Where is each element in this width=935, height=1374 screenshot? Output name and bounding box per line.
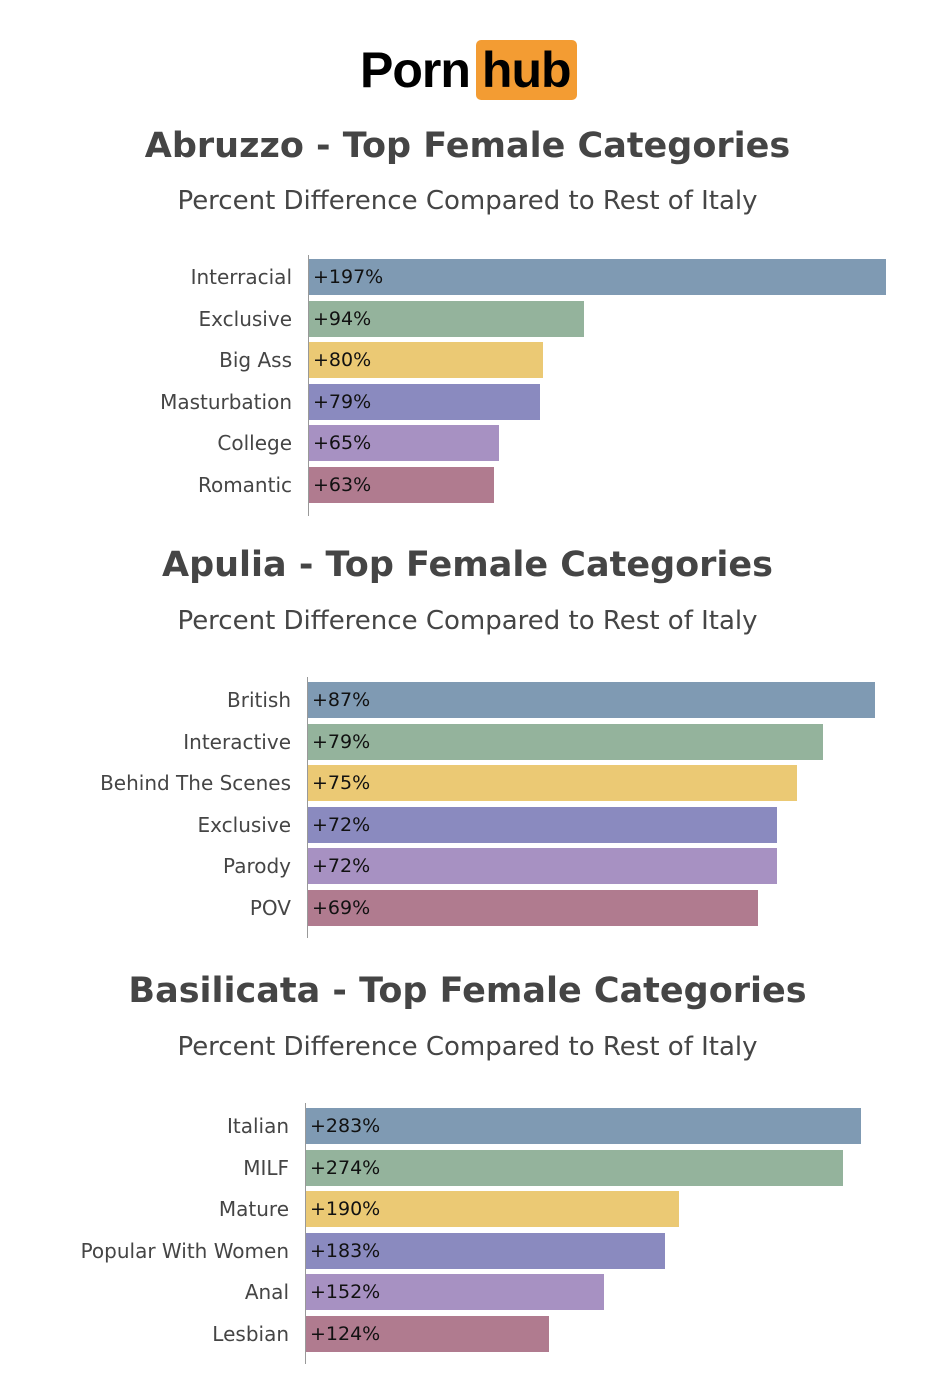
category-label: Popular With Women bbox=[80, 1238, 289, 1263]
bar bbox=[308, 682, 875, 718]
chart-subtitle: Percent Difference Compared to Rest of I… bbox=[177, 606, 758, 636]
data-label: +80% bbox=[313, 349, 372, 371]
bar bbox=[308, 806, 778, 843]
data-label: +152% bbox=[310, 1281, 381, 1303]
category-label: Big Ass bbox=[219, 348, 292, 372]
bar bbox=[308, 889, 758, 926]
logo-text-porn: Porn bbox=[360, 42, 471, 98]
chart-title: Abruzzo - Top Female Categories bbox=[144, 126, 791, 166]
bar bbox=[309, 300, 585, 337]
pornhub-logo: Porn hub bbox=[360, 40, 577, 100]
data-label: +69% bbox=[312, 896, 371, 919]
logo-text-hub: hub bbox=[475, 40, 577, 100]
category-label: Interactive bbox=[183, 729, 291, 754]
bar bbox=[309, 383, 541, 420]
data-label: +94% bbox=[313, 307, 372, 330]
y-axis-line bbox=[307, 677, 308, 938]
data-label: +197% bbox=[313, 266, 384, 288]
category-label: Mature bbox=[218, 1197, 289, 1221]
category-label: Anal bbox=[244, 1280, 289, 1304]
data-label: +283% bbox=[310, 1115, 381, 1137]
category-label: College bbox=[217, 431, 292, 455]
bar bbox=[308, 848, 778, 884]
bar bbox=[306, 1149, 844, 1186]
category-label: British bbox=[227, 688, 291, 712]
bar bbox=[306, 1274, 605, 1310]
data-label: +72% bbox=[312, 855, 371, 877]
data-label: +72% bbox=[312, 813, 371, 836]
bar bbox=[306, 1315, 550, 1352]
category-label: POV bbox=[249, 895, 291, 920]
chart-title: Basilicata - Top Female Categories bbox=[128, 971, 807, 1011]
bar bbox=[308, 765, 797, 801]
data-label: +190% bbox=[310, 1198, 381, 1220]
category-label: Exclusive bbox=[197, 812, 291, 837]
bar bbox=[306, 1108, 861, 1144]
data-label: +183% bbox=[310, 1239, 381, 1262]
data-label: +63% bbox=[313, 473, 372, 496]
data-label: +124% bbox=[310, 1322, 381, 1345]
category-label: Romantic bbox=[197, 472, 292, 497]
bar bbox=[309, 425, 500, 461]
chart-subtitle: Percent Difference Compared to Rest of I… bbox=[177, 186, 758, 216]
bar bbox=[309, 466, 494, 503]
bar bbox=[308, 723, 823, 760]
data-label: +79% bbox=[313, 390, 372, 413]
category-label: Exclusive bbox=[198, 306, 292, 331]
chart-subtitle: Percent Difference Compared to Rest of I… bbox=[177, 1032, 758, 1062]
bar bbox=[306, 1191, 679, 1227]
data-label: +87% bbox=[312, 689, 371, 711]
chart-title: Apulia - Top Female Categories bbox=[161, 545, 773, 585]
data-label: +75% bbox=[312, 772, 371, 794]
category-label: Parody bbox=[223, 854, 291, 878]
bar bbox=[306, 1232, 665, 1269]
data-label: +65% bbox=[313, 432, 372, 454]
y-axis-line bbox=[305, 1103, 306, 1364]
category-label: MILF bbox=[243, 1155, 289, 1180]
bar bbox=[309, 342, 544, 378]
category-label: Masturbation bbox=[160, 389, 292, 414]
category-label: Behind The Scenes bbox=[100, 771, 291, 795]
bar bbox=[309, 259, 886, 295]
category-label: Interracial bbox=[190, 265, 292, 289]
y-axis-line bbox=[308, 255, 309, 516]
data-label: +274% bbox=[310, 1156, 381, 1179]
data-label: +79% bbox=[312, 730, 371, 753]
category-label: Lesbian bbox=[212, 1321, 289, 1346]
category-label: Italian bbox=[226, 1114, 289, 1138]
